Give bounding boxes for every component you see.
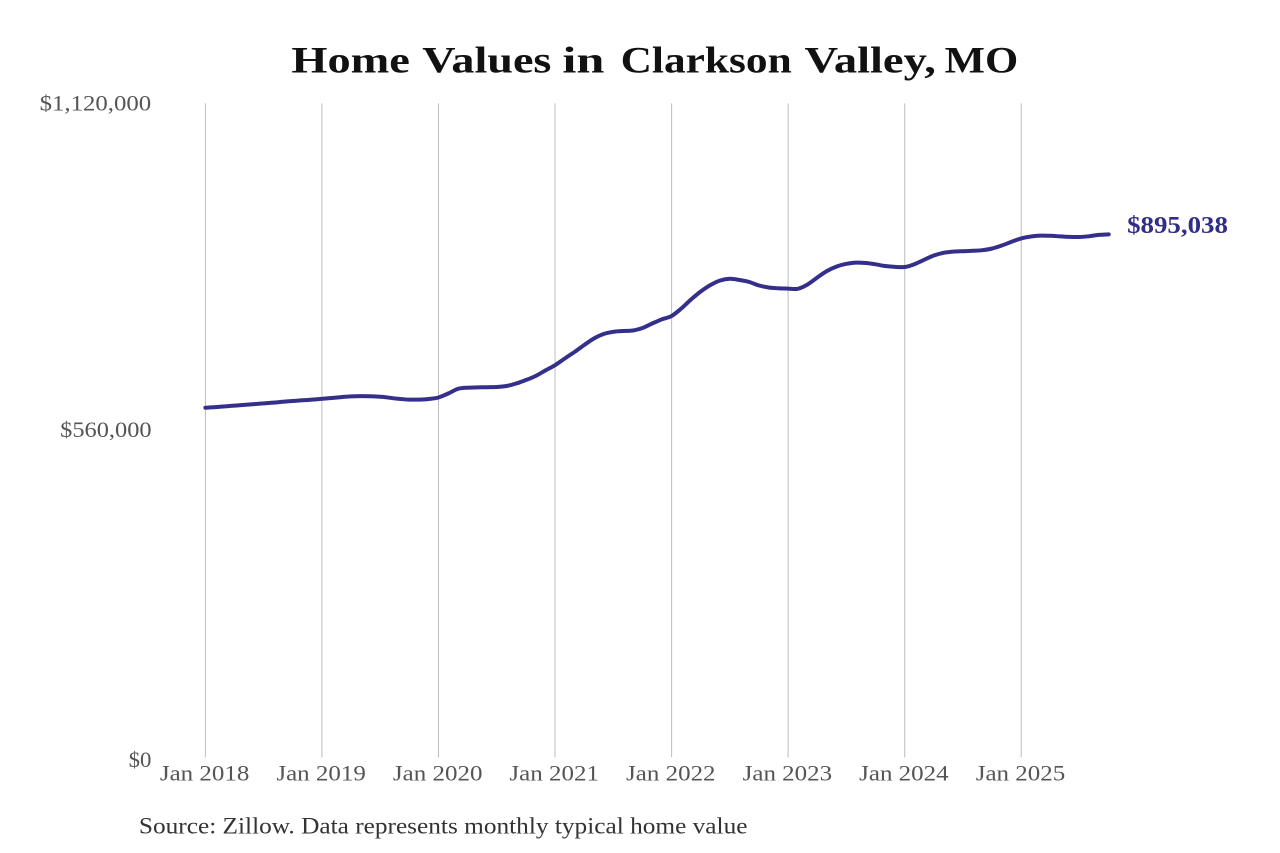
svg-text:Jan 2018: Jan 2018	[160, 760, 250, 785]
svg-text:MO: MO	[945, 41, 1019, 82]
svg-text:Clarkson: Clarkson	[621, 41, 793, 82]
svg-text:Jan 2020: Jan 2020	[393, 760, 483, 785]
svg-text:Valley,: Valley,	[805, 41, 936, 82]
svg-text:$1,120,000: $1,120,000	[40, 91, 152, 116]
svg-text:in: in	[562, 41, 605, 82]
svg-text:$0: $0	[129, 747, 152, 772]
svg-text:Jan 2019: Jan 2019	[276, 760, 366, 785]
svg-text:Values: Values	[422, 41, 551, 82]
svg-text:Jan 2021: Jan 2021	[509, 760, 599, 785]
svg-text:Source: Zillow. Data represent: Source: Zillow. Data represents monthly …	[139, 813, 748, 838]
svg-text:Home: Home	[291, 41, 410, 82]
svg-text:Jan 2025: Jan 2025	[976, 760, 1066, 785]
svg-text:$895,038: $895,038	[1127, 212, 1228, 239]
svg-text:Jan 2024: Jan 2024	[859, 760, 949, 785]
svg-text:$560,000: $560,000	[60, 417, 151, 442]
svg-text:Jan 2022: Jan 2022	[626, 760, 716, 785]
svg-text:Jan 2023: Jan 2023	[743, 760, 833, 785]
